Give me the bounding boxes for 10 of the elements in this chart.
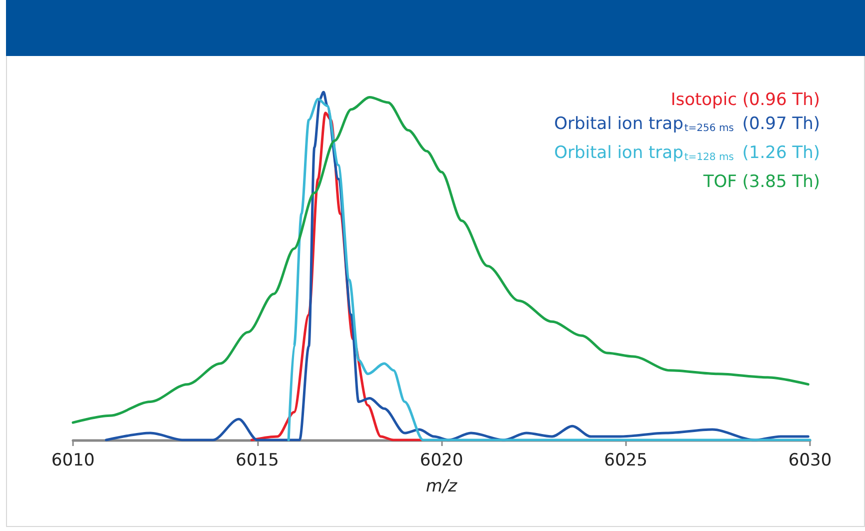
x-axis-title: m/z — [426, 476, 458, 496]
text: TOF (3.85 Th) — [702, 171, 820, 194]
x-tick-label: 6020 — [420, 450, 464, 470]
text: Orbital ion trap$_{t=128 ms}$ (1.26 Th) — [554, 142, 820, 165]
x-tick-label: 6030 — [788, 450, 832, 470]
text: Orbital ion trap$_{t=256 ms}$ (0.97 Th) — [554, 113, 820, 136]
x-tick-label: 6010 — [51, 450, 95, 470]
text: Isotopic (0.96 Th) — [670, 89, 820, 112]
x-tick-label: 6025 — [604, 450, 648, 470]
x-tick-label: 6015 — [236, 450, 279, 470]
